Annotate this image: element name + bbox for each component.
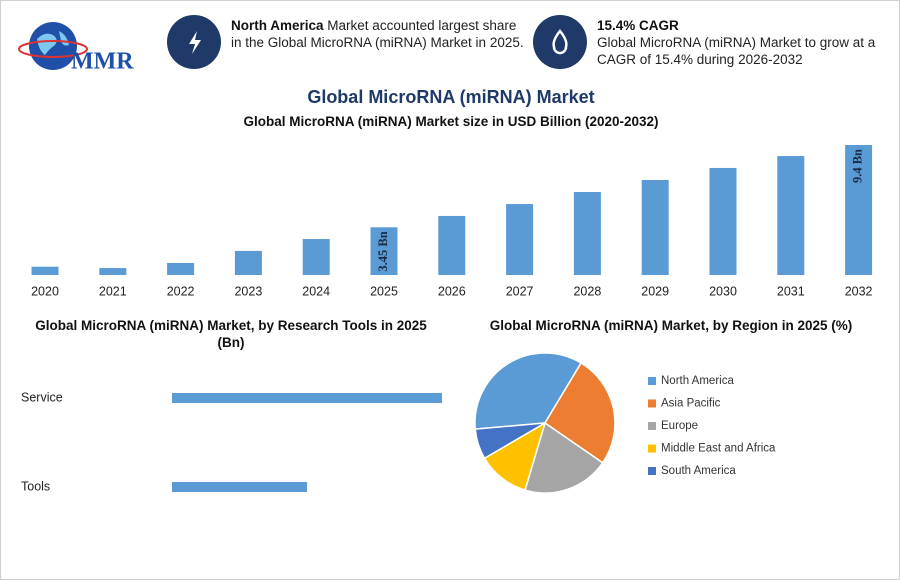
legend-swatch xyxy=(648,444,656,453)
bar xyxy=(172,393,442,403)
value-label: 3.45 Bn xyxy=(376,231,390,271)
value-label: 9.4 Bn xyxy=(850,149,864,183)
x-tick-label: 2028 xyxy=(573,284,601,298)
bar xyxy=(573,192,601,275)
logo: MMR xyxy=(18,22,134,75)
callout-text: Market accounted largest share in the Gl… xyxy=(231,18,524,50)
bolt-icon xyxy=(189,31,201,54)
legend-swatch xyxy=(648,467,656,475)
x-tick-label: 2022 xyxy=(167,284,195,298)
x-tick-label: 2032 xyxy=(845,284,873,298)
callout-icon xyxy=(533,15,587,69)
x-tick-label: 2027 xyxy=(506,284,534,298)
drop-icon xyxy=(552,28,568,55)
legend-label: South America xyxy=(661,465,736,477)
pie-slice xyxy=(474,422,546,460)
chart-title: Global MicroRNA (miRNA) Market size in U… xyxy=(243,114,659,129)
chart-title: Global MicroRNA (miRNA) Market, by Resea… xyxy=(35,318,427,350)
bar xyxy=(99,268,127,275)
callout-highlight: North America xyxy=(231,18,324,33)
bar xyxy=(845,145,873,275)
callout: North America Market accounted largest s… xyxy=(231,17,526,51)
category-label: Tools xyxy=(21,479,50,493)
category-label: Service xyxy=(21,390,63,404)
x-tick-label: 2020 xyxy=(31,284,59,298)
bar xyxy=(506,204,534,275)
bar xyxy=(438,215,466,275)
x-tick-label: 2024 xyxy=(302,284,330,298)
legend-label: Asia Pacific xyxy=(661,398,721,410)
legend-swatch xyxy=(648,422,656,430)
logo-land xyxy=(37,31,69,55)
chart-title: Global MicroRNA (miRNA) Market, by Regio… xyxy=(489,318,853,333)
x-tick-label: 2030 xyxy=(709,284,737,298)
x-tick-label: 2029 xyxy=(641,284,669,298)
legend-label: North America xyxy=(661,375,734,387)
x-tick-label: 2026 xyxy=(438,284,466,298)
bar xyxy=(302,239,330,275)
x-tick-label: 2023 xyxy=(234,284,262,298)
bar xyxy=(370,227,398,275)
bar xyxy=(167,262,195,275)
bar xyxy=(641,179,669,275)
pie-slice xyxy=(543,361,616,464)
legend-label: Middle East and Africa xyxy=(661,443,776,455)
page-title: Global MicroRNA (miRNA) Market xyxy=(307,87,595,107)
callout-text: Global MicroRNA (miRNA) Market to grow a… xyxy=(597,35,876,67)
bar xyxy=(709,167,737,275)
callout: 15.4% CAGR Global MicroRNA (miRNA) Market… xyxy=(597,17,892,68)
logo-ring xyxy=(18,40,88,58)
legend-swatch xyxy=(648,399,656,408)
x-tick-label: 2031 xyxy=(777,284,805,298)
callout-highlight: 15.4% CAGR xyxy=(597,18,679,33)
pie-slice xyxy=(524,421,604,494)
x-tick-label: 2021 xyxy=(99,284,127,298)
logo-text: MMR xyxy=(71,49,134,75)
x-tick-label: 2025 xyxy=(370,284,398,298)
bar xyxy=(777,156,805,275)
bar xyxy=(31,266,59,275)
bar xyxy=(172,482,307,492)
legend-swatch xyxy=(648,377,656,385)
pie-slice xyxy=(474,352,583,430)
bar xyxy=(234,250,262,275)
legend-label: Europe xyxy=(661,420,698,432)
